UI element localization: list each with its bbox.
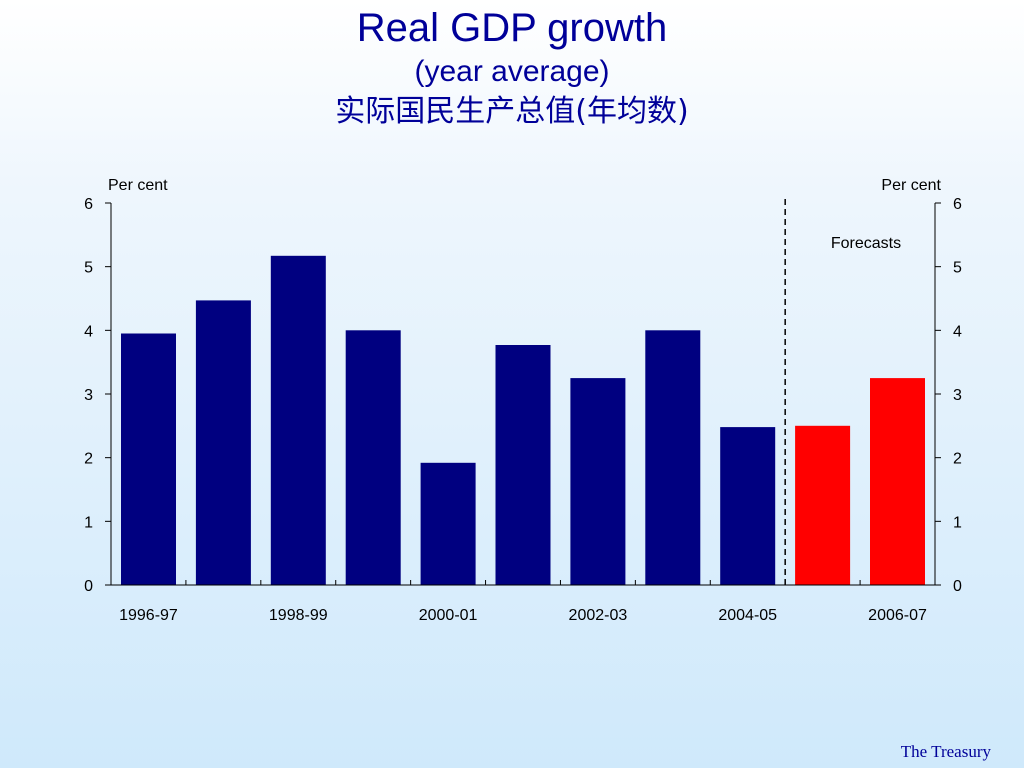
- y-axis-right-label: Per cent: [881, 177, 941, 194]
- bars-group: [121, 255, 925, 586]
- bar-1998-99: [270, 255, 326, 586]
- x-tick-label-1996-97: 1996-97: [119, 607, 178, 624]
- bar-2004-05: [720, 427, 776, 585]
- bar-2001-02: [495, 345, 551, 585]
- y-tick-label-left-5: 5: [84, 260, 93, 277]
- y-tick-label-right-1: 1: [953, 514, 962, 531]
- bar-2005-06: [795, 425, 851, 585]
- y-tick-label-right-0: 0: [953, 578, 962, 595]
- bar-1997-98: [195, 300, 251, 585]
- bar-1996-97: [121, 333, 176, 585]
- y-tick-label-left-0: 0: [84, 578, 93, 595]
- x-tick-label-2006-07: 2006-07: [868, 607, 927, 624]
- x-tick-label-2004-05: 2004-05: [718, 607, 777, 624]
- y-tick-label-right-3: 3: [953, 387, 962, 404]
- y-tick-label-left-2: 2: [84, 451, 93, 468]
- ticks-group: 0 0 1 1 2 2 3 3 4 4 5 5 6 6 1996-97 1998-99 2000-01 2002-…: [84, 196, 962, 624]
- bar-2003-04: [645, 330, 701, 585]
- y-tick-label-left-6: 6: [84, 196, 93, 213]
- y-tick-label-right-2: 2: [953, 451, 962, 468]
- bar-2000-01: [420, 462, 476, 585]
- y-tick-label-left-1: 1: [84, 514, 93, 531]
- bar-2002-03: [570, 378, 626, 585]
- x-tick-label-2000-01: 2000-01: [419, 607, 478, 624]
- chart-title: Real GDP growth: [356, 6, 668, 50]
- y-tick-label-right-6: 6: [953, 196, 962, 213]
- forecasts-annotation: Forecasts: [831, 235, 901, 252]
- y-tick-label-right-5: 5: [953, 260, 962, 277]
- bar-1999-00: [345, 330, 401, 585]
- y-tick-label-left-4: 4: [84, 323, 93, 340]
- title-block: Real GDP growth (year average) 实际国民生产总值(…: [0, 0, 1024, 132]
- chart-subtitle-chinese: 实际国民生产总值(年均数): [335, 94, 689, 129]
- bar-2006-07: [870, 378, 925, 585]
- y-tick-label-left-3: 3: [84, 387, 93, 404]
- y-tick-label-right-4: 4: [953, 323, 962, 340]
- x-tick-label-1998-99: 1998-99: [269, 607, 328, 624]
- chart-subtitle: (year average): [414, 55, 610, 88]
- x-tick-label-2002-03: 2002-03: [569, 607, 628, 624]
- y-axis-left-label: Per cent: [108, 177, 168, 194]
- footer-source: The Treasury: [900, 742, 991, 761]
